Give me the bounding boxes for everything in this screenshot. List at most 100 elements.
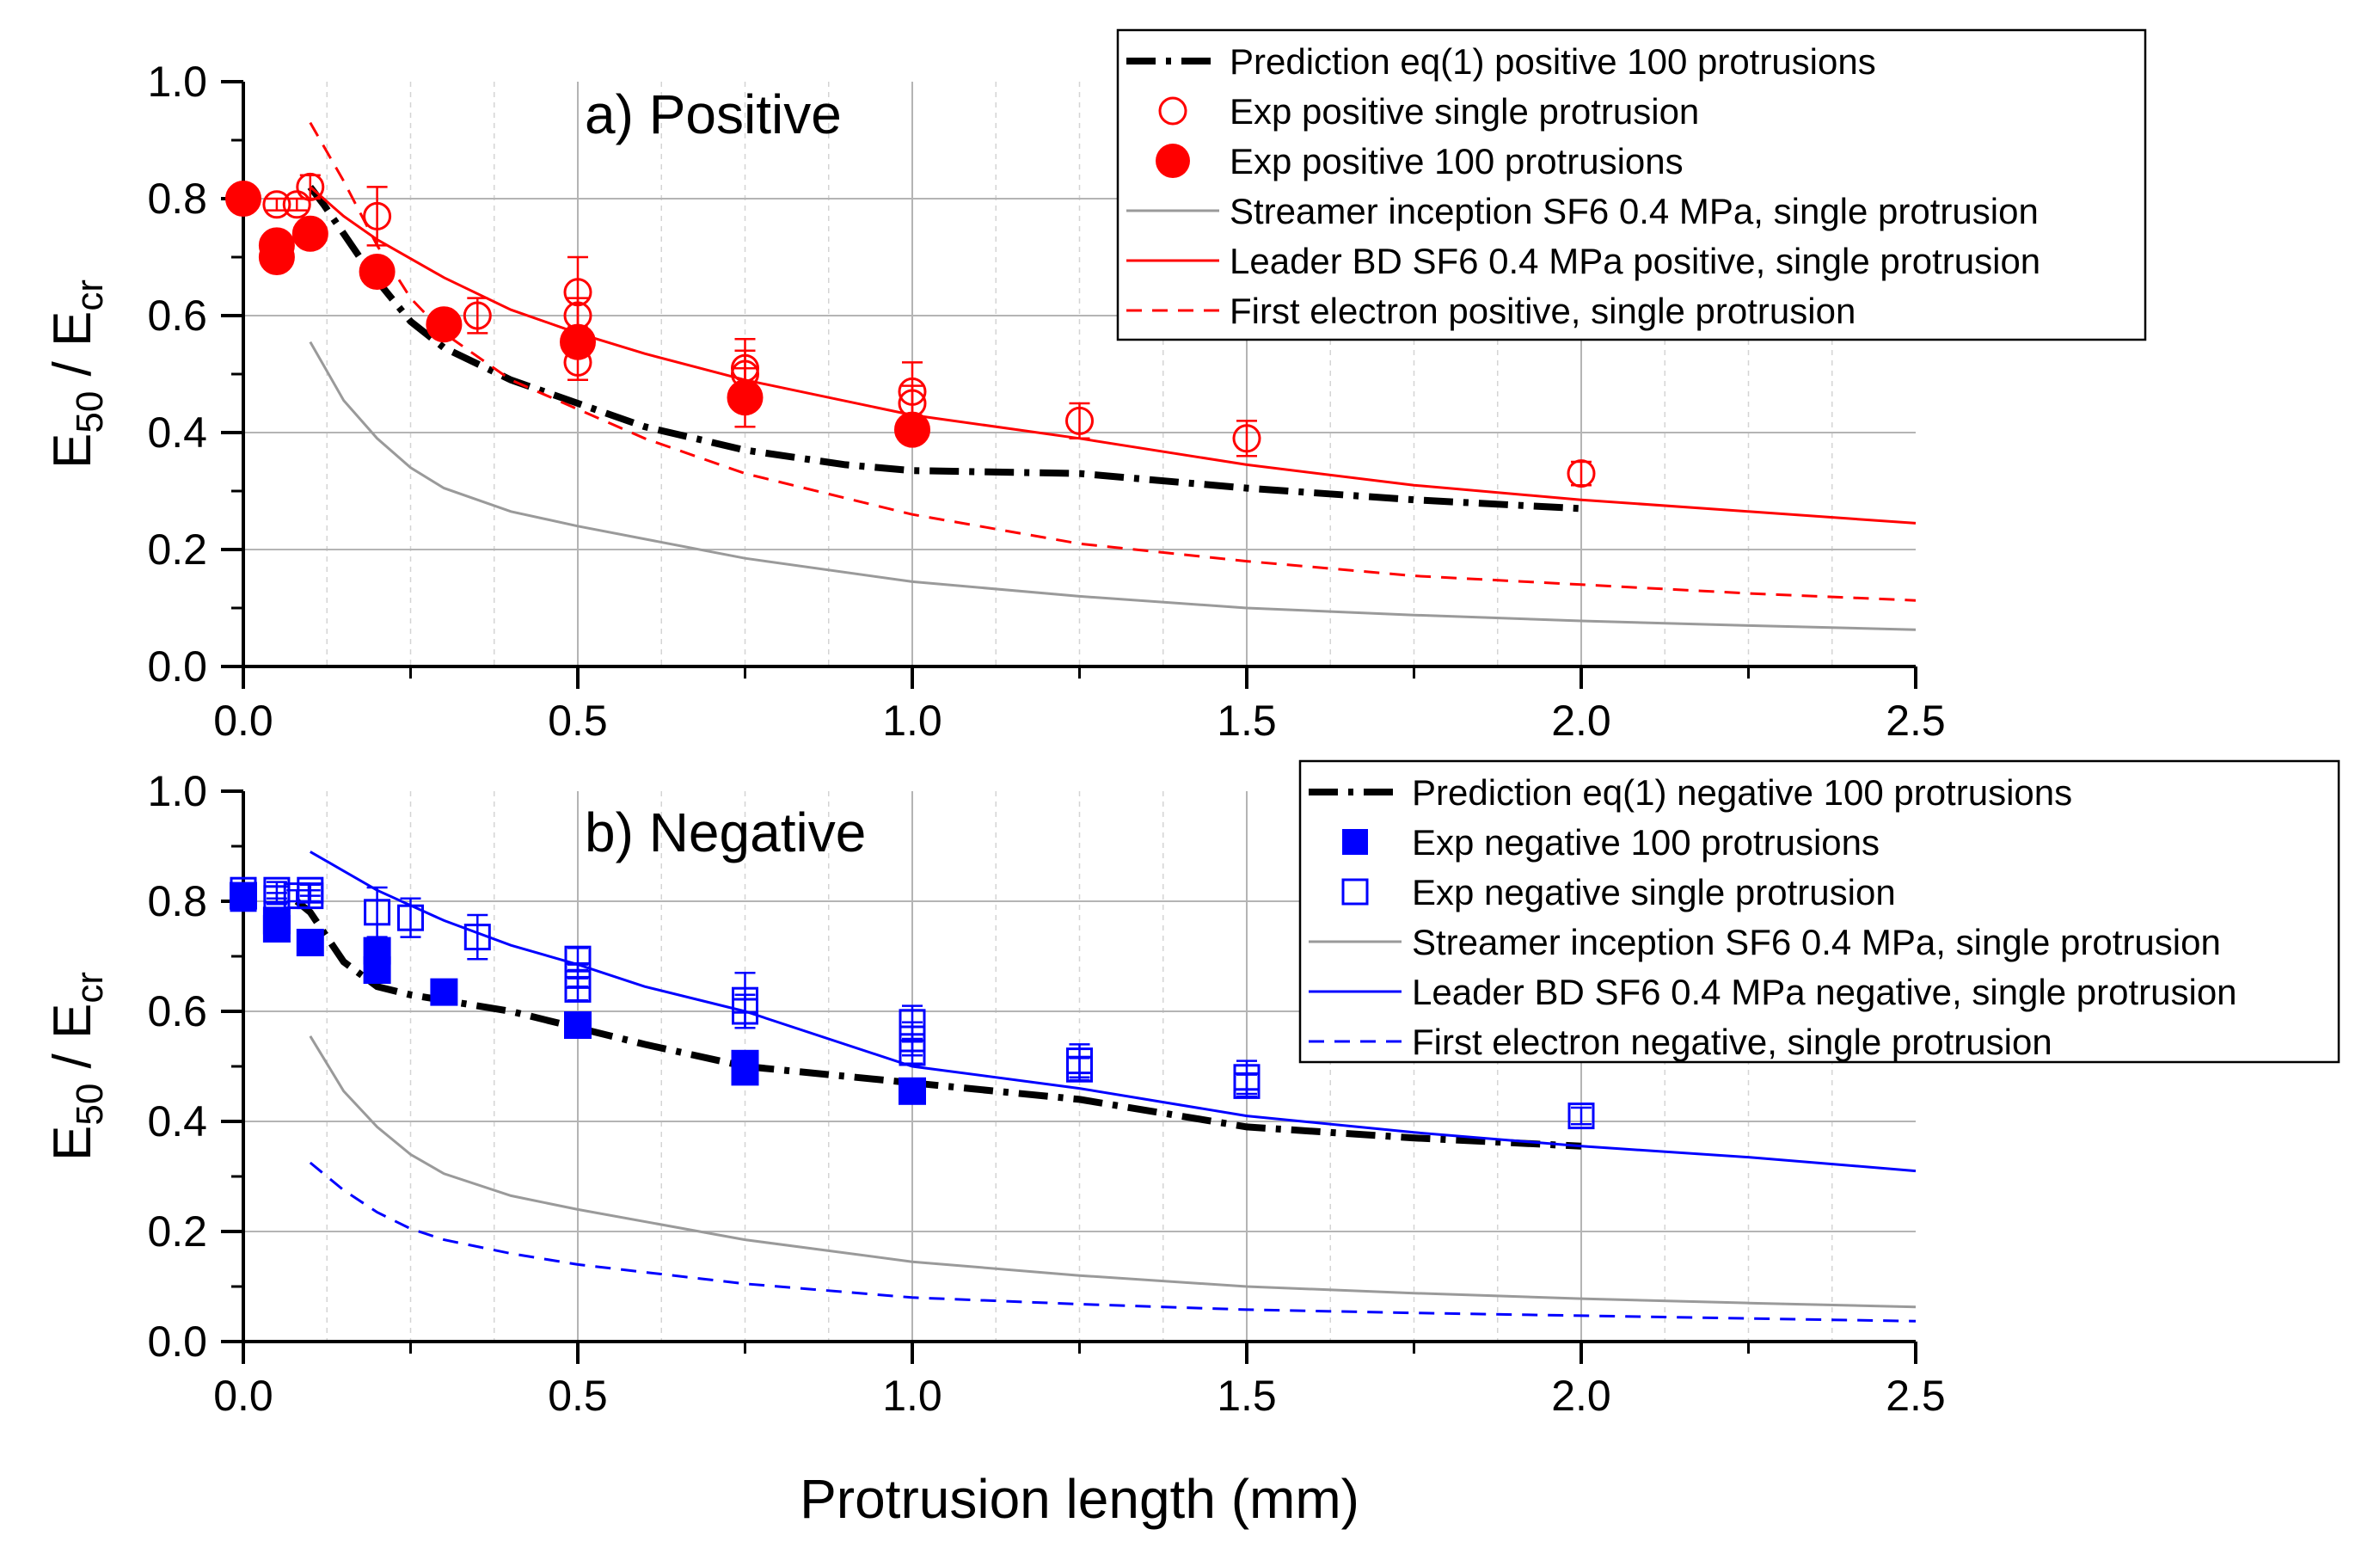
x-tick-label: 1.0 (882, 1372, 942, 1420)
y-tick-label: 0.8 (147, 175, 207, 223)
data-point (1066, 1055, 1093, 1083)
y-tick-label: 0.2 (147, 1207, 207, 1256)
legend-box (1298, 759, 2340, 1064)
series-group (230, 851, 1917, 1323)
data-point (296, 929, 324, 956)
legend-swatch-marker (1341, 878, 1369, 906)
legend-entry-label: Exp positive single protrusion (1230, 91, 1699, 132)
error-bar (400, 897, 421, 938)
y-axis-label-part: E (43, 433, 102, 469)
legend-entry-label: Streamer inception SF6 0.4 MPa, single p… (1230, 191, 2039, 231)
data-point (430, 978, 458, 1006)
series-line-0 (294, 898, 1582, 1150)
legend: Prediction eq(1) positive 100 protrusion… (1116, 28, 2147, 341)
y-tick-label: 0.4 (147, 408, 207, 457)
panel-positive: 0.0 0.5 1.0 1.5 2.0 2.5 0.0 0.2 0.4 0.6 0.8 1.0 E50 … (43, 28, 2147, 745)
data-point (363, 956, 391, 984)
legend-swatch-marker (1158, 96, 1187, 126)
x-tick-label: 0.0 (213, 697, 273, 745)
error-bar (233, 892, 254, 906)
y-tick-label: 0.8 (147, 877, 207, 925)
data-point (1232, 424, 1261, 453)
y-axis-label: E50 / Ecr (43, 279, 111, 469)
x-tick-label: 1.5 (1217, 1372, 1277, 1420)
data-point (560, 323, 596, 360)
legend-entry-label: Prediction eq(1) negative 100 protrusion… (1412, 772, 2072, 813)
error-bar (1571, 1106, 1592, 1126)
y-axis-label-part: 50 (69, 1084, 111, 1126)
series-line-0 (307, 184, 1582, 513)
y-axis-label-part: / E (43, 311, 102, 391)
data-point (731, 1058, 759, 1086)
data-point (899, 1039, 926, 1066)
y-tick-label: 1.0 (147, 58, 207, 106)
legend-entry-label: Prediction eq(1) positive 100 protrusion… (1230, 41, 1876, 82)
y-axis-label-part: cr (69, 279, 111, 311)
data-point (727, 379, 764, 416)
y-axis-label-part: E (43, 1126, 102, 1161)
x-tick-label: 2.5 (1886, 697, 1946, 745)
error-bar (902, 1040, 923, 1066)
data-point (1567, 459, 1596, 488)
data-point (899, 1077, 926, 1105)
data-point (564, 1011, 592, 1039)
series-line-3 (309, 341, 1917, 631)
error-bar (366, 886, 388, 938)
data-point (463, 924, 491, 951)
series-line-5 (309, 1161, 1917, 1323)
error-bar (366, 186, 388, 247)
legend-swatch-marker (1156, 144, 1190, 178)
y-tick-label: 0.0 (147, 642, 207, 691)
legend-entry-label: Leader BD SF6 0.4 MPa positive, single p… (1230, 241, 2040, 281)
data-point (258, 239, 295, 275)
y-tick-label: 0.6 (147, 292, 207, 340)
legend-entry-label: Streamer inception SF6 0.4 MPa, single p… (1412, 922, 2221, 962)
data-point (291, 215, 328, 252)
error-bar (467, 913, 488, 961)
legend-swatch-marker (1342, 829, 1368, 855)
series-group (225, 121, 1917, 631)
legend-box (1116, 28, 2147, 341)
data-point (1233, 1072, 1261, 1099)
error-bar (299, 888, 321, 903)
x-tick-label: 1.0 (882, 697, 942, 745)
data-point (894, 411, 930, 448)
x-tick-label: 2.0 (1551, 1372, 1611, 1420)
data-point (564, 975, 592, 1003)
data-point (463, 301, 492, 330)
x-tick-label: 0.5 (548, 1372, 608, 1420)
chart-title: b) Negative (585, 801, 866, 863)
data-point (263, 885, 291, 912)
legend-entry-label: Leader BD SF6 0.4 MPa negative, single p… (1412, 972, 2237, 1012)
x-axis-label: Protrusion length (mm) (800, 1468, 1359, 1530)
data-point (732, 998, 758, 1025)
data-point (230, 885, 257, 912)
y-tick-label: 0.6 (147, 987, 207, 1035)
y-tick-label: 1.0 (147, 767, 207, 815)
y-axis-label-part: cr (69, 972, 111, 1004)
data-point (397, 904, 424, 931)
y-axis-label-part: / E (43, 1004, 102, 1084)
chart-title: a) Positive (585, 83, 842, 145)
x-tick-label: 2.5 (1886, 1372, 1946, 1420)
legend-entry-label: Exp negative single protrusion (1412, 872, 1896, 912)
data-point (363, 201, 392, 230)
x-tick-label: 0.0 (213, 1372, 273, 1420)
legend-entry-label: First electron negative, single protrusi… (1412, 1022, 2052, 1062)
data-point (296, 172, 325, 201)
data-point (364, 899, 391, 926)
x-tick-label: 0.5 (548, 697, 608, 745)
data-point (225, 181, 261, 217)
y-axis-label: E50 / Ecr (43, 972, 111, 1161)
data-point (1065, 406, 1094, 435)
legend-entry-label: Exp positive 100 protrusions (1230, 141, 1684, 181)
data-point (297, 882, 324, 910)
y-tick-label: 0.0 (147, 1317, 207, 1366)
error-bar (266, 197, 287, 212)
y-axis-label-part: 50 (69, 391, 111, 433)
legend-entry-label: Exp negative 100 protrusions (1412, 822, 1880, 863)
series-line-5 (309, 121, 1917, 602)
data-point (359, 254, 396, 290)
